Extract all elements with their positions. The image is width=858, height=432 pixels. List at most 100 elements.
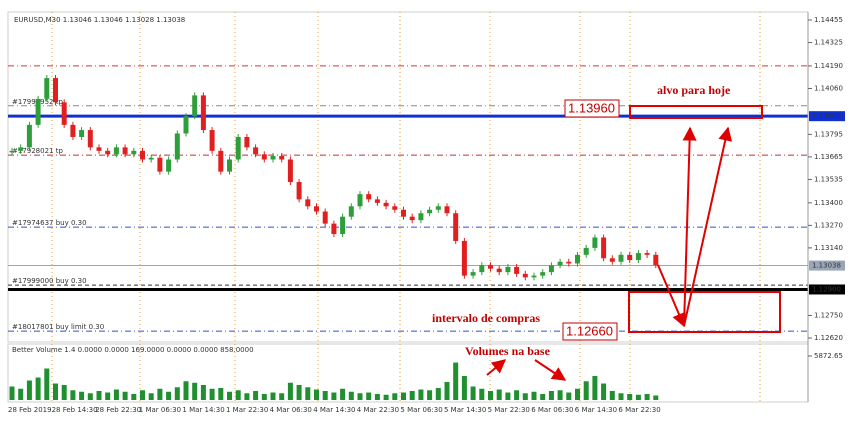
y-tick-label: 1.13140 <box>814 244 843 252</box>
x-tick-label: 28 Feb 14:30 <box>52 406 98 414</box>
order-label: #18017801 buy limit 0.30 <box>12 323 104 331</box>
volume-bar <box>96 391 102 400</box>
volume-bar <box>444 382 450 400</box>
candle <box>609 258 615 262</box>
candle <box>357 194 363 207</box>
volume-bar <box>566 392 572 400</box>
volume-bar <box>479 388 485 400</box>
x-tick-label: 28 Feb 22:30 <box>95 406 141 414</box>
candle <box>227 159 232 172</box>
volume-bar <box>618 393 624 400</box>
candle <box>131 150 137 155</box>
volume-bar <box>140 390 145 400</box>
volume-bar <box>113 389 119 400</box>
candle <box>200 95 206 131</box>
candle <box>331 223 337 235</box>
volume-note: Volumes na base <box>465 344 551 358</box>
buy-price: 1.12660 <box>566 323 613 338</box>
volume-bar <box>18 388 24 400</box>
candle <box>35 98 41 125</box>
candle <box>305 199 311 207</box>
candle <box>235 136 241 160</box>
y-tick-label: 1.14325 <box>814 39 843 47</box>
candle <box>253 147 259 155</box>
volume-bar <box>461 376 467 400</box>
candle <box>566 261 572 264</box>
candle <box>148 157 154 160</box>
candle <box>557 261 563 266</box>
volume-bar <box>131 394 137 400</box>
candle <box>96 147 102 151</box>
candle <box>140 150 145 160</box>
volume-bar <box>505 392 511 400</box>
price-tag-label: 1.12900 <box>812 285 841 293</box>
volume-bar <box>122 391 128 400</box>
volume-bar <box>653 395 659 400</box>
candle <box>9 150 15 153</box>
volume-bar <box>70 390 76 400</box>
candle <box>105 150 111 155</box>
candle <box>209 130 215 151</box>
volume-bar <box>148 393 154 400</box>
x-tick-label: 4 Mar 22:30 <box>357 406 399 414</box>
volume-bar <box>531 391 537 400</box>
candle <box>340 216 346 235</box>
candle <box>514 266 520 274</box>
volume-bar <box>470 386 476 400</box>
candle <box>479 265 485 273</box>
volume-bar <box>583 381 589 400</box>
candle <box>601 237 607 259</box>
volume-bar <box>166 391 172 400</box>
candle <box>61 102 67 125</box>
candle <box>70 124 76 137</box>
volume-bar <box>357 393 363 400</box>
buy-zone <box>628 291 781 333</box>
candle <box>322 211 328 224</box>
x-tick-label: 4 Mar 14:30 <box>313 406 355 414</box>
order-label: #17999000 buy 0.30 <box>12 277 87 285</box>
x-tick-label: 1 Mar 14:30 <box>182 406 224 414</box>
volume-bar <box>87 393 93 400</box>
candle <box>522 273 528 278</box>
candle <box>401 209 406 217</box>
volume-tick-label: 5872.65 <box>814 352 843 360</box>
price-tag <box>809 284 845 295</box>
candle <box>192 95 198 117</box>
volume-bar <box>366 392 372 400</box>
volume-bar <box>435 388 441 400</box>
volume-bar <box>287 382 293 400</box>
y-tick-label: 1.13400 <box>814 199 843 207</box>
volume-bar <box>374 394 380 400</box>
order-label: #17974637 buy 0.30 <box>12 219 87 227</box>
y-tick-label: 1.14060 <box>814 84 843 92</box>
volume-bar <box>540 394 546 400</box>
target-box <box>564 99 620 118</box>
volume-bar <box>183 381 189 400</box>
candle <box>218 150 224 172</box>
volume-bar <box>331 392 337 400</box>
candle <box>314 206 319 212</box>
y-tick-label: 1.14190 <box>814 62 843 70</box>
target-title: alvo para hoje <box>657 83 731 97</box>
volume-bar <box>305 387 311 400</box>
volume-bar <box>522 393 528 400</box>
volume-bar <box>383 394 389 400</box>
arrows <box>486 126 733 381</box>
candle <box>374 199 380 203</box>
volume-bar <box>453 362 459 400</box>
price-tag-label: 1.13900 <box>812 112 841 120</box>
candle <box>26 124 32 148</box>
x-tick-label: 1 Mar 22:30 <box>226 406 268 414</box>
candle <box>592 237 598 248</box>
volume-bar <box>26 380 32 400</box>
volume-bar <box>575 388 580 400</box>
candle <box>496 268 502 273</box>
candle <box>583 247 589 255</box>
volume-bar <box>488 391 493 400</box>
candle <box>383 202 389 207</box>
volume-bar <box>627 394 633 400</box>
volume-bar <box>209 388 215 400</box>
x-tick-label: 5 Mar 06:30 <box>400 406 442 414</box>
volume-bar <box>244 393 250 400</box>
